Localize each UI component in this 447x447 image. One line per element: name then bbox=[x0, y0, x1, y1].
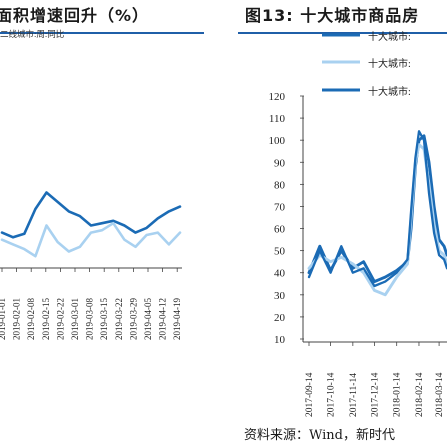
left-series-0-line bbox=[0, 191, 182, 239]
right-y-tick-label: 50 bbox=[274, 246, 286, 258]
right-title-rule bbox=[238, 32, 447, 34]
left-x-tick-label: 2019-04-19 bbox=[172, 298, 182, 340]
right-x-tick-label: 2018-02-14 bbox=[415, 372, 425, 417]
left-legend-label: 二线城市:周:同比 bbox=[0, 29, 64, 39]
source-note: 资料来源：Wind，新时代 bbox=[244, 428, 395, 443]
right-x-tick-label: 2017-10-14 bbox=[327, 372, 337, 417]
left-x-tick-label: 2019-04-05 bbox=[143, 298, 153, 340]
left-x-tick-label: 2019-02-08 bbox=[26, 298, 36, 340]
right-y-tick-label: 80 bbox=[274, 179, 286, 191]
right-y-tick-label: 70 bbox=[274, 201, 286, 213]
left-x-tick-label: 2019-03-15 bbox=[99, 298, 109, 340]
right-y-tick-label: 100 bbox=[269, 135, 286, 147]
left-x-tick-label: 2019-02-15 bbox=[41, 298, 51, 340]
right-chart-title: 图13: 十大城市商品房 bbox=[245, 6, 420, 25]
right-series-2-line bbox=[307, 130, 447, 288]
right-y-tick-label: 30 bbox=[274, 290, 286, 302]
right-legend-label: 十大城市: bbox=[368, 85, 411, 98]
left-x-tick-label: 2019-03-01 bbox=[70, 298, 80, 340]
left-x-tick-label: 2019-04-12 bbox=[158, 298, 168, 340]
left-x-tick-label: 2019-03-22 bbox=[114, 298, 124, 340]
left-series-1-line bbox=[0, 221, 182, 258]
right-x-tick-label: 2018-01-14 bbox=[393, 372, 403, 417]
left-x-tick-label: 2019-02-22 bbox=[55, 298, 65, 340]
right-x-tick-label: 2017-12-14 bbox=[370, 372, 380, 417]
right-y-tick-label: 90 bbox=[274, 157, 286, 169]
right-y-tick-label: 40 bbox=[274, 268, 286, 280]
right-y-tick-label: 20 bbox=[274, 312, 286, 324]
right-x-tick-label: 2018-03-14 bbox=[435, 372, 445, 417]
right-legend-label: 十大城市: bbox=[368, 57, 411, 70]
left-chart-title: 面积增速回升（%） bbox=[0, 6, 150, 25]
right-legend-label: 十大城市: bbox=[368, 30, 411, 43]
left-x-tick-label: 2019-03-08 bbox=[85, 298, 95, 340]
right-y-tick-label: 110 bbox=[269, 113, 286, 125]
right-x-tick-label: 2017-11-14 bbox=[349, 373, 359, 417]
right-y-tick-label: 120 bbox=[269, 91, 286, 103]
right-y-tick-label: 60 bbox=[274, 224, 286, 236]
right-y-tick-label: 10 bbox=[274, 334, 286, 346]
right-x-tick-label: 2017-09-14 bbox=[305, 372, 315, 417]
left-x-tick-label: 2019-03-29 bbox=[128, 298, 138, 340]
left-title-rule bbox=[0, 32, 204, 34]
left-x-tick-label: 2019-02-01 bbox=[12, 298, 22, 340]
left-x-tick-label: 2019-01-01 bbox=[0, 298, 7, 340]
